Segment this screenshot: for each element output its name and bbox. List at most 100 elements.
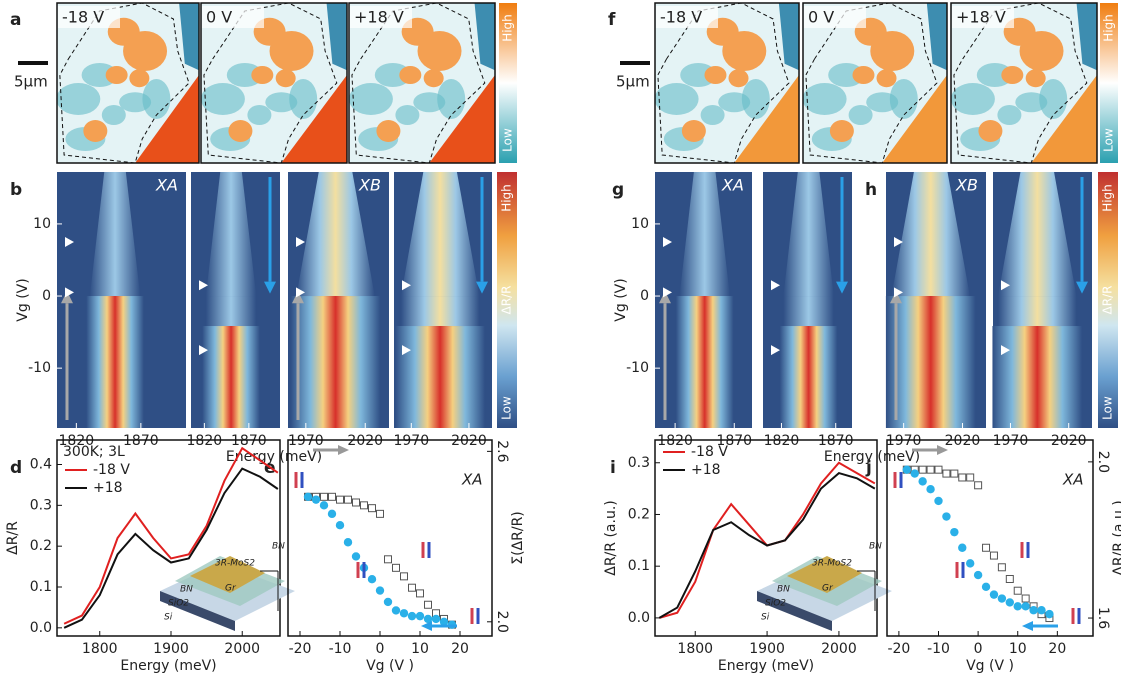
y2-axis-label: ΔR/R (a.u.) <box>1111 500 1121 575</box>
plot-frame <box>56 439 281 637</box>
heatmap-band <box>998 296 1077 327</box>
data-point <box>327 509 337 519</box>
arrow-head <box>659 291 671 304</box>
colorbar-label: High <box>501 14 515 42</box>
colorbar-label: Low <box>1101 396 1115 420</box>
map-region <box>1015 92 1048 113</box>
y-axis-label: ΔR/R <box>5 521 21 555</box>
map-label: +18 V <box>354 8 404 27</box>
map-region <box>741 79 770 119</box>
map-label: 0 V <box>206 8 232 27</box>
map-region <box>395 105 420 125</box>
flake-outline <box>203 2 338 164</box>
map-region <box>142 79 171 119</box>
plot-frame <box>287 439 493 637</box>
y-tick-label: 0 <box>42 288 51 304</box>
map-frame <box>200 2 348 164</box>
map-region <box>119 92 152 113</box>
colorbar <box>497 172 517 428</box>
data-line <box>63 467 279 629</box>
map-region <box>56 83 101 115</box>
data-point <box>1021 594 1030 603</box>
map-region <box>882 75 947 163</box>
x-tick-label: 10 <box>411 641 429 657</box>
map-region <box>976 63 1013 87</box>
y-tick-label: 0.3 <box>30 497 52 513</box>
heatmap-band <box>400 172 480 297</box>
inset-label: SiO2 <box>168 599 189 609</box>
y2-axis-label: Σ(ΔR/R) <box>510 511 526 565</box>
arrow-head <box>1022 621 1033 631</box>
x-tick-label: 1820 <box>187 433 223 449</box>
map-region <box>778 3 799 71</box>
map-region <box>681 120 706 142</box>
map-region <box>926 3 947 71</box>
map-label: +18 V <box>956 8 1006 27</box>
colorbar-label: High <box>500 184 514 212</box>
arrow-head <box>476 281 488 294</box>
panel-label: h <box>865 180 877 200</box>
x-tick-label: 2000 <box>821 641 857 657</box>
inset-substrate <box>160 591 235 631</box>
legend-label: -18 V <box>93 462 130 478</box>
heatmap-band <box>296 172 375 297</box>
data-point <box>950 527 959 537</box>
x-tick-label: 1800 <box>82 641 118 657</box>
map-region <box>123 31 168 71</box>
data-point <box>958 473 967 482</box>
y-tick-label: 10 <box>33 216 51 232</box>
y2-tick-label: 2.6 <box>494 440 510 462</box>
arrow-head <box>338 445 349 455</box>
heatmap-band <box>86 296 144 428</box>
arrow-head <box>61 291 73 304</box>
heatmap-band <box>400 296 480 327</box>
annotation: 300K; 3L <box>63 444 125 460</box>
x-axis-label: Vg (V ) <box>966 658 1014 674</box>
y-tick-label: -10 <box>626 360 649 376</box>
map-region <box>374 63 411 87</box>
inset-label: BN <box>180 585 193 595</box>
inset-substrate <box>757 591 832 631</box>
marker-triangle <box>771 345 780 356</box>
y-tick-label: 0.3 <box>628 455 650 471</box>
x-tick-label: 1870 <box>716 433 752 449</box>
heatmap-band <box>992 326 1083 428</box>
heatmap-band <box>89 172 141 297</box>
arrow-head <box>836 281 848 294</box>
arrow-head <box>1076 281 1088 294</box>
heatmap-band <box>205 296 257 327</box>
y2-tick-label: 2.0 <box>494 611 510 633</box>
x-tick-label: 20 <box>451 641 469 657</box>
x-tick-label: 1870 <box>231 433 267 449</box>
legend-label: +18 <box>93 480 123 496</box>
arrow-head <box>937 445 948 455</box>
panel-label: b <box>10 180 22 200</box>
map-region <box>228 120 253 142</box>
heatmap-band <box>891 172 970 297</box>
data-point <box>431 614 441 624</box>
map-region <box>1001 66 1024 84</box>
label-bg <box>804 6 866 28</box>
panel-label: a <box>10 10 21 30</box>
arrow-head <box>292 291 304 304</box>
data-point <box>319 501 329 510</box>
data-point <box>958 543 967 552</box>
inset-label: Gr <box>225 584 237 594</box>
map-region <box>728 69 749 88</box>
data-point <box>918 477 927 486</box>
map-region <box>105 66 128 84</box>
data-point <box>1029 606 1038 615</box>
y-tick-label: 0.2 <box>30 538 52 554</box>
data-point <box>408 583 416 592</box>
heatmap-band <box>675 296 734 428</box>
data-point <box>303 492 313 502</box>
map-region <box>700 105 725 125</box>
y-tick-label: 0.2 <box>628 506 650 522</box>
x-tick-label: 1870 <box>123 433 159 449</box>
data-point <box>311 495 321 504</box>
map-region <box>417 31 462 71</box>
data-point <box>384 555 392 564</box>
map-region <box>376 120 401 142</box>
